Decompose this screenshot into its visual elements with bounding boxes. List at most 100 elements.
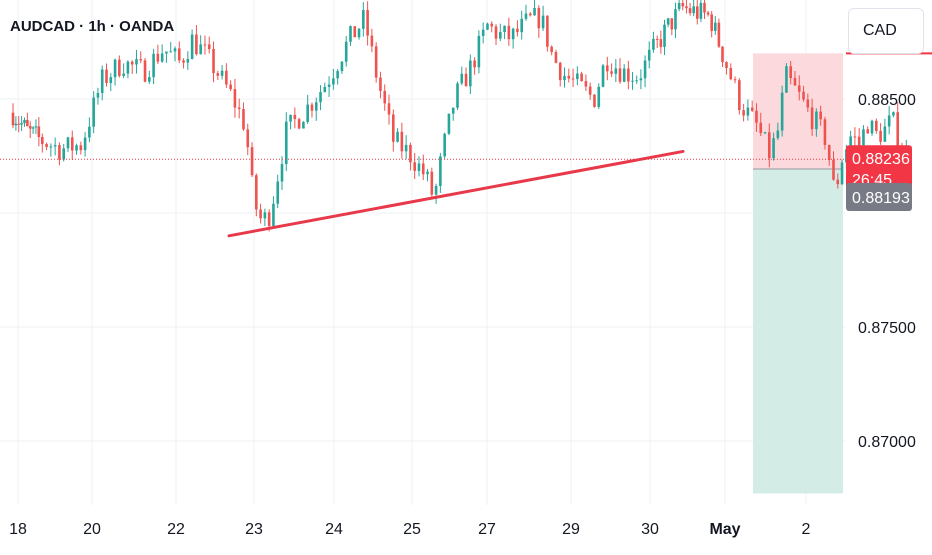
- candle-body: [216, 73, 220, 76]
- candle-body: [832, 159, 835, 180]
- candle-body: [430, 171, 434, 195]
- candle-body: [58, 145, 61, 160]
- candle-body: [156, 53, 160, 62]
- candle-body: [340, 61, 344, 72]
- candle-body: [409, 144, 412, 163]
- candle-body: [443, 133, 446, 157]
- candle-body: [695, 6, 699, 19]
- candle-body: [70, 137, 74, 151]
- candle-body: [250, 147, 254, 176]
- candle-body: [26, 119, 29, 127]
- candle-body: [469, 60, 472, 87]
- candle-body: [105, 69, 108, 83]
- candle-body: [319, 92, 322, 103]
- candle-body: [567, 75, 571, 79]
- position-zones: [753, 53, 843, 494]
- candle-body: [177, 48, 181, 61]
- candle-body: [659, 39, 663, 47]
- candle-body: [823, 119, 827, 146]
- x-tick-label: 25: [403, 521, 421, 538]
- candle-body: [713, 22, 717, 31]
- candle-body: [79, 145, 83, 151]
- candle-body: [677, 3, 681, 10]
- y-tick-label: 0.87000: [858, 434, 916, 451]
- candle-body: [717, 22, 721, 47]
- candle-body: [357, 28, 361, 38]
- candle-body: [396, 131, 399, 142]
- candle-body: [434, 186, 438, 195]
- candle-body: [643, 60, 647, 79]
- candle-body: [836, 179, 840, 185]
- candle-body: [688, 8, 692, 14]
- candle-body: [130, 61, 134, 65]
- candle-body: [601, 65, 605, 87]
- candle-body: [383, 90, 387, 104]
- candle-body: [323, 86, 327, 93]
- axes: 0.885000.875000.870000.8823626:450.88193…: [9, 92, 916, 538]
- candle-body: [421, 163, 425, 175]
- x-tick-label: 27: [478, 521, 496, 538]
- candle-body: [793, 78, 797, 86]
- candle-body: [558, 62, 562, 81]
- candle-body: [663, 24, 666, 47]
- candle-body: [237, 107, 241, 110]
- candle-body: [490, 23, 494, 27]
- last-price-value: 0.88236: [852, 151, 910, 168]
- candle-body: [622, 68, 626, 82]
- candle-body: [45, 144, 48, 147]
- candle-body: [563, 75, 566, 81]
- candle-body: [477, 35, 481, 68]
- candle-body: [302, 121, 305, 129]
- candle-body: [875, 120, 878, 131]
- candle-body: [550, 46, 553, 53]
- candle-body: [750, 107, 754, 111]
- chart-title: AUDCAD · 1h · OANDA: [10, 18, 175, 35]
- candle-body: [426, 171, 429, 175]
- candle-body: [109, 77, 113, 83]
- candle-body: [464, 73, 468, 87]
- candle-body: [11, 112, 15, 126]
- candle-body: [66, 137, 70, 149]
- candle-body: [126, 61, 130, 74]
- candle-body: [494, 26, 498, 39]
- candle-body: [310, 104, 314, 111]
- candle-body: [37, 126, 41, 137]
- secondary-price-value: 0.88193: [852, 190, 910, 207]
- last-price-badge: [846, 145, 912, 196]
- candle-body: [255, 175, 258, 210]
- currency-label: CAD: [863, 22, 897, 39]
- candle-body: [528, 13, 532, 16]
- candle-body: [857, 136, 861, 146]
- candle-body: [896, 112, 900, 149]
- candle-body: [627, 68, 630, 82]
- candle-body: [870, 120, 874, 134]
- candle-body: [387, 103, 391, 115]
- candle-body: [742, 110, 745, 116]
- candle-body: [546, 15, 549, 47]
- candle-body: [524, 13, 528, 19]
- candle-body: [655, 38, 659, 40]
- candle-body: [391, 114, 395, 142]
- x-tick-label: 20: [83, 521, 101, 538]
- candle-body: [379, 77, 382, 91]
- currency-button[interactable]: CAD: [848, 8, 924, 54]
- candle-body: [580, 73, 583, 82]
- candle-body: [263, 212, 267, 219]
- candle-body: [767, 132, 771, 159]
- gridlines: [0, 0, 845, 505]
- candle-body: [327, 84, 331, 87]
- candle-body: [610, 71, 613, 74]
- take-profit-zone: [753, 168, 843, 494]
- candle-body: [511, 28, 515, 40]
- candle-body: [571, 78, 575, 80]
- candle-body: [152, 53, 155, 78]
- candle-body: [92, 97, 95, 127]
- candle-body: [733, 79, 737, 81]
- candle-body: [746, 107, 750, 116]
- candle-body: [481, 29, 485, 36]
- candle-body: [537, 7, 541, 29]
- candle-body: [755, 110, 758, 123]
- candle-body: [195, 34, 198, 55]
